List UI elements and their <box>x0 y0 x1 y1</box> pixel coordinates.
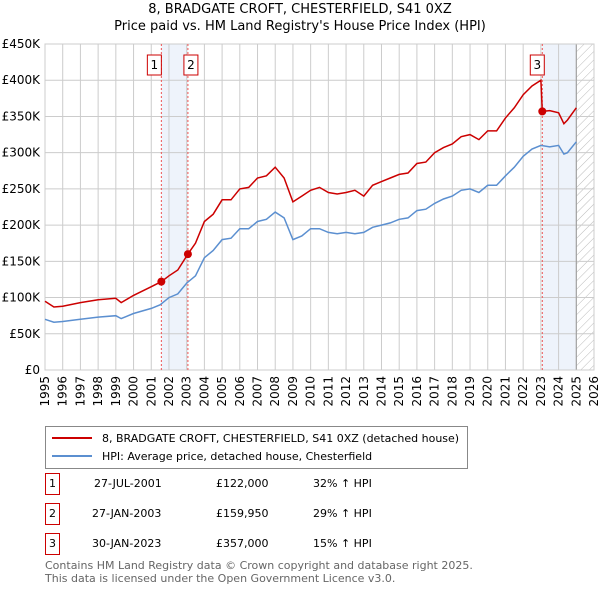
sale-point <box>157 277 166 286</box>
x-tick-label: 2000 <box>127 376 141 407</box>
x-tick-label: 2023 <box>534 376 548 407</box>
shaded-period <box>542 44 577 370</box>
x-tick-label: 2009 <box>286 376 300 407</box>
sale-point <box>538 107 547 116</box>
legend-swatch-red <box>52 437 92 439</box>
transaction-row: 3 30-JAN-2023 £357,000 15% ↑ HPI <box>45 533 465 555</box>
y-tick-label: £0 <box>25 363 40 377</box>
y-tick-label: £450K <box>2 37 42 51</box>
x-tick-label: 2007 <box>251 376 265 407</box>
x-tick-label: 2004 <box>197 376 211 407</box>
y-tick-label: £350K <box>2 109 42 123</box>
price-chart: 1995 1996 1997 1998 1999 2000 2001 2002 2003 2004… <box>2 37 600 407</box>
y-tick-label: £250K <box>2 182 42 196</box>
transaction-hpi: 15% ↑ HPI <box>313 537 372 550</box>
x-tick-label: 2010 <box>304 376 318 407</box>
y-tick-label: £200K <box>2 218 42 232</box>
transaction-hpi: 29% ↑ HPI <box>313 507 372 520</box>
transaction-price: £122,000 <box>216 477 269 490</box>
legend-item-hpi: HPI: Average price, detached house, Ches… <box>52 448 459 464</box>
footer: Contains HM Land Registry data © Crown c… <box>45 559 473 585</box>
sale-label: 3 <box>533 58 541 72</box>
transaction-hpi: 32% ↑ HPI <box>313 477 372 490</box>
x-tick-label: 2015 <box>392 376 406 407</box>
legend-label: HPI: Average price, detached house, Ches… <box>102 449 373 463</box>
x-tick-label: 2005 <box>215 376 229 407</box>
plot-border <box>44 43 595 371</box>
y-tick-label: £50K <box>9 327 41 341</box>
series-line <box>44 141 577 323</box>
x-tick-label: 2002 <box>162 376 176 407</box>
x-tick-label: 1995 <box>38 376 52 407</box>
transaction-number: 2 <box>45 503 60 525</box>
transaction-number: 1 <box>45 473 60 495</box>
sale-label-box <box>146 54 162 76</box>
x-tick-label: 2014 <box>374 376 388 407</box>
x-tick-label: 2018 <box>445 376 459 407</box>
y-tick-label: £100K <box>2 291 42 305</box>
x-tick-label: 2001 <box>144 376 158 407</box>
x-tick-label: 2022 <box>516 376 530 407</box>
x-tick-label: 2006 <box>233 376 247 407</box>
footer-line: This data is licensed under the Open Gov… <box>45 572 396 585</box>
series-line <box>44 78 577 308</box>
chart-title: 8, BRADGATE CROFT, CHESTERFIELD, S41 0XZ <box>148 2 452 17</box>
x-tick-label: 1998 <box>91 376 105 407</box>
footer-line: Contains HM Land Registry data © Crown c… <box>45 559 473 572</box>
x-tick-label: 2017 <box>428 376 442 407</box>
legend-item-property: 8, BRADGATE CROFT, CHESTERFIELD, S41 0XZ… <box>52 430 459 446</box>
sale-label: 1 <box>151 58 159 72</box>
legend: 8, BRADGATE CROFT, CHESTERFIELD, S41 0XZ… <box>45 426 469 469</box>
x-tick-label: 2013 <box>357 376 371 407</box>
sale-point <box>183 250 192 259</box>
x-tick-label: 2020 <box>481 376 495 407</box>
transaction-row: 2 27-JAN-2003 £159,950 29% ↑ HPI <box>45 503 465 525</box>
transaction-row: 1 27-JUL-2001 £122,000 32% ↑ HPI <box>45 473 465 495</box>
transaction-price: £159,950 <box>216 507 269 520</box>
y-tick-label: £300K <box>2 146 42 160</box>
transaction-date: 30-JAN-2023 <box>92 537 162 550</box>
x-tick-label: 2003 <box>180 376 194 407</box>
x-tick-label: 2012 <box>339 376 353 407</box>
y-tick-label: £150K <box>2 254 42 268</box>
x-tick-label: 2016 <box>410 376 424 407</box>
sale-label: 2 <box>187 58 195 72</box>
transaction-date: 27-JAN-2003 <box>92 507 162 520</box>
chart-subtitle: Price paid vs. HM Land Registry's House … <box>114 19 486 34</box>
shaded-period <box>161 44 188 370</box>
transaction-date: 27-JUL-2001 <box>94 477 162 490</box>
legend-swatch-blue <box>52 455 92 457</box>
x-tick-label: 2011 <box>321 376 335 407</box>
y-tick-label: £400K <box>2 73 42 87</box>
transaction-number: 3 <box>45 533 60 555</box>
x-tick-label: 2024 <box>552 376 566 407</box>
legend-label: 8, BRADGATE CROFT, CHESTERFIELD, S41 0XZ… <box>102 431 460 445</box>
x-tick-label: 2019 <box>463 376 477 407</box>
x-tick-label: 1999 <box>109 376 123 407</box>
sale-label-box <box>183 54 199 76</box>
x-tick-label: 2008 <box>268 376 282 407</box>
x-tick-label: 2025 <box>569 376 583 407</box>
future-hatch <box>576 44 594 370</box>
x-tick-label: 2026 <box>587 376 600 407</box>
x-tick-label: 2021 <box>498 376 512 407</box>
transaction-price: £357,000 <box>216 537 269 550</box>
x-tick-label: 1997 <box>73 376 87 407</box>
sale-label-box <box>529 54 545 76</box>
x-tick-label: 1996 <box>56 376 70 407</box>
